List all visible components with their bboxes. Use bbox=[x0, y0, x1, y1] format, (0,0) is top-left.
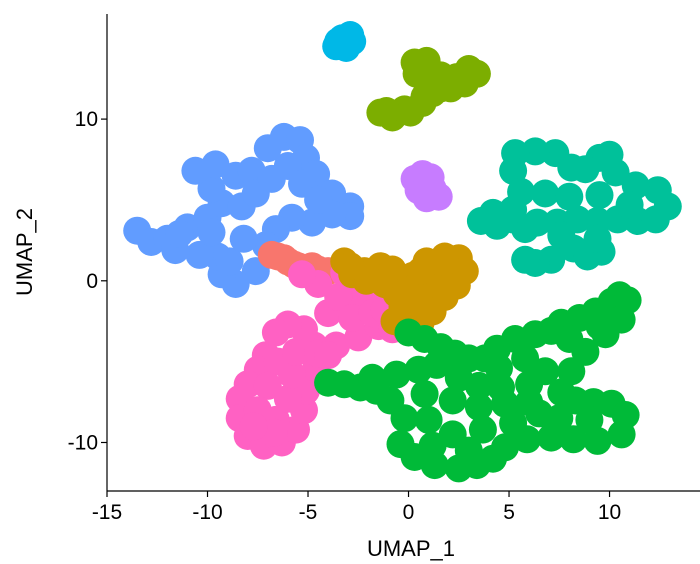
cluster-6 bbox=[400, 160, 453, 213]
cluster-8-point-43 bbox=[358, 363, 387, 392]
cluster-2-point-24 bbox=[239, 412, 268, 441]
x-tick-label: 5 bbox=[503, 501, 515, 524]
cluster-8-point-57 bbox=[410, 380, 439, 408]
cluster-7-point-4 bbox=[523, 208, 552, 237]
cluster-8-point-58 bbox=[438, 386, 467, 415]
cluster-8-point-67 bbox=[418, 431, 447, 460]
cluster-8-point-46 bbox=[422, 350, 451, 379]
cluster-4-point-18 bbox=[372, 97, 401, 125]
cluster-8-point-69 bbox=[485, 354, 513, 383]
cluster-3 bbox=[330, 242, 479, 344]
cluster-8-point-36 bbox=[386, 430, 415, 459]
cluster-0 bbox=[123, 122, 365, 298]
cluster-4-point-16 bbox=[410, 82, 439, 111]
cluster-3-point-26 bbox=[434, 273, 463, 302]
cluster-8-point-59 bbox=[464, 392, 493, 421]
cluster-8-point-54 bbox=[468, 415, 497, 444]
cluster-7-point-28 bbox=[585, 181, 614, 210]
cluster-2-point-17 bbox=[253, 371, 282, 400]
cluster-8-point-68 bbox=[454, 436, 483, 465]
cluster-7 bbox=[466, 137, 682, 277]
cluster-0-point-38 bbox=[165, 219, 194, 248]
cluster-8-point-63 bbox=[575, 405, 604, 434]
x-tick-label: -5 bbox=[299, 501, 318, 524]
cluster-8-point-48 bbox=[464, 371, 493, 400]
x-tick-label: 0 bbox=[403, 501, 415, 524]
cluster-2-point-20 bbox=[273, 384, 302, 413]
cluster-8-point-61 bbox=[515, 388, 544, 417]
cluster-0-point-36 bbox=[215, 247, 244, 276]
y-tick-label: -10 bbox=[68, 431, 98, 454]
cluster-8-point-65 bbox=[555, 325, 584, 353]
cluster-0-point-39 bbox=[197, 218, 226, 247]
cluster-5 bbox=[322, 21, 367, 62]
cluster-8-point-25 bbox=[607, 420, 636, 449]
cluster-7-point-34 bbox=[583, 224, 612, 253]
cluster-7-point-22 bbox=[499, 156, 528, 185]
cluster-3-point-24 bbox=[336, 252, 365, 281]
y-tick-label: 10 bbox=[75, 108, 98, 131]
cluster-7-point-25 bbox=[479, 198, 507, 227]
cluster-8-point-62 bbox=[545, 404, 574, 433]
cluster-1-point-9 bbox=[257, 240, 286, 269]
cluster-4-point-19 bbox=[402, 59, 431, 88]
cluster-7-point-19 bbox=[541, 139, 570, 168]
cluster-0-point-37 bbox=[229, 224, 258, 253]
cluster-8-point-60 bbox=[491, 389, 519, 418]
cluster-5-point-6 bbox=[330, 30, 359, 59]
ticks-layer: -15 -10 -5 0 5 10 -10 0 10 bbox=[68, 108, 622, 524]
cluster-0-point-28 bbox=[185, 240, 214, 269]
points-layer bbox=[123, 21, 682, 483]
cluster-7-point-26 bbox=[531, 179, 560, 208]
x-tick-label: -15 bbox=[92, 501, 122, 524]
cluster-8-point-42 bbox=[314, 368, 343, 397]
cluster-2-point-40 bbox=[314, 341, 343, 370]
cluster-7-point-20 bbox=[521, 137, 550, 166]
cluster-3-point-25 bbox=[406, 257, 435, 286]
y-axis-title: UMAP_2 bbox=[12, 208, 37, 296]
cluster-8-point-19 bbox=[557, 357, 586, 386]
cluster-7-point-12 bbox=[643, 176, 672, 205]
cluster-7-point-37 bbox=[511, 245, 540, 274]
cluster-7-point-27 bbox=[555, 182, 584, 211]
axes-layer bbox=[106, 14, 700, 492]
cluster-0-point-35 bbox=[304, 185, 333, 214]
cluster-8-point-44 bbox=[382, 360, 411, 389]
cluster-7-point-29 bbox=[615, 190, 644, 219]
cluster-2-point-22 bbox=[282, 337, 310, 366]
cluster-8 bbox=[314, 281, 642, 483]
cluster-8-point-26 bbox=[583, 426, 612, 455]
x-tick-label: 10 bbox=[598, 501, 621, 524]
cluster-8-point-56 bbox=[414, 405, 443, 434]
y-tick-label: 0 bbox=[86, 270, 98, 293]
x-axis-title: UMAP_1 bbox=[367, 536, 455, 561]
x-tick-label: -10 bbox=[192, 501, 222, 524]
cluster-2-point-35 bbox=[324, 283, 353, 311]
cluster-2-point-15 bbox=[261, 318, 290, 347]
cluster-8-point-27 bbox=[559, 425, 588, 454]
cluster-0-point-6 bbox=[197, 174, 226, 203]
cluster-6-point-7 bbox=[412, 171, 441, 200]
cluster-8-point-51 bbox=[531, 357, 560, 386]
cluster-4 bbox=[366, 46, 491, 132]
cluster-8-point-64 bbox=[511, 344, 540, 373]
cluster-2-point-21 bbox=[277, 360, 306, 389]
cluster-8-point-66 bbox=[585, 312, 614, 341]
cluster-2-point-37 bbox=[288, 260, 316, 289]
